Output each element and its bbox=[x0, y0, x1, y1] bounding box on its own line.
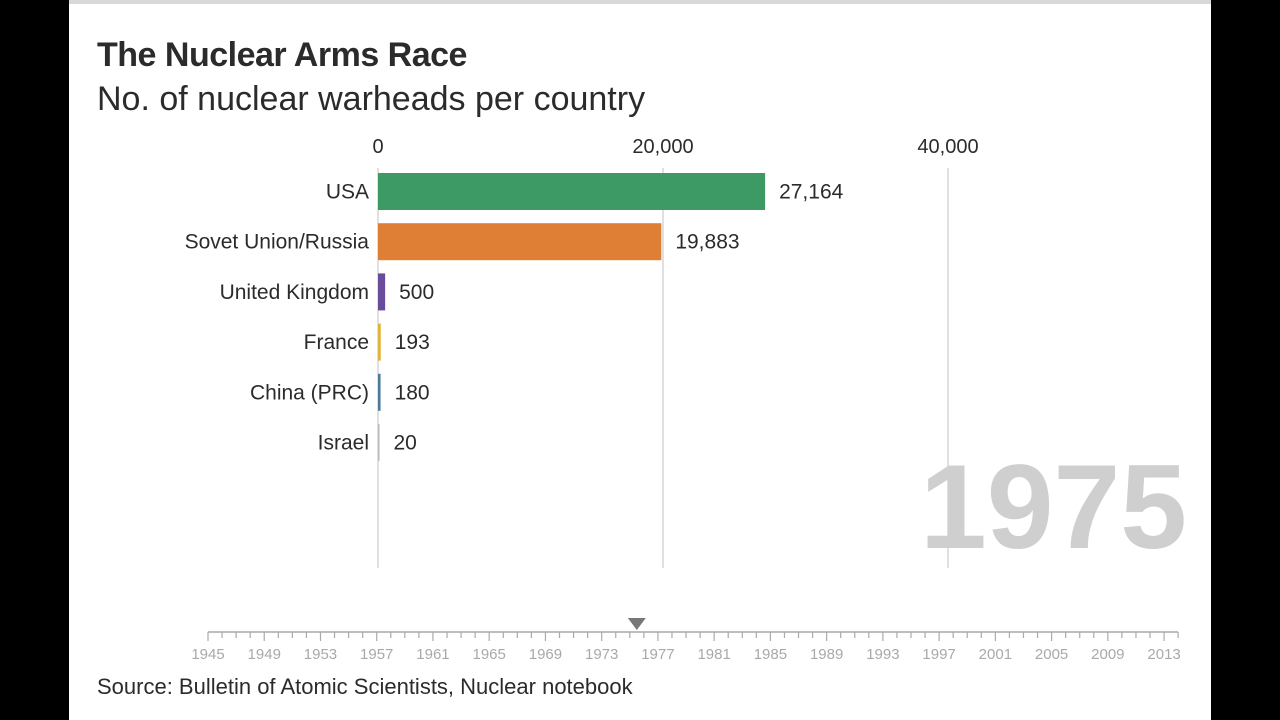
category-label: Israel bbox=[318, 432, 369, 455]
chart-title: The Nuclear Arms Race bbox=[97, 36, 467, 74]
category-label: Sovet Union/Russia bbox=[185, 231, 370, 254]
category-label: China (PRC) bbox=[250, 381, 369, 404]
timeline-year-label: 1961 bbox=[416, 646, 449, 663]
timeline-year-label: 1993 bbox=[866, 646, 899, 663]
category-label: United Kingdom bbox=[220, 281, 369, 304]
timeline-year-label: 1965 bbox=[473, 646, 506, 663]
timeline-year-label: 1985 bbox=[754, 646, 787, 663]
bar bbox=[378, 223, 662, 261]
timeline-year-label: 2005 bbox=[1035, 646, 1068, 663]
year-watermark: 1975 bbox=[920, 440, 1187, 574]
timeline-year-label: 2013 bbox=[1147, 646, 1180, 663]
timeline-year-label: 1981 bbox=[697, 646, 730, 663]
x-tick-label: 20,000 bbox=[632, 136, 693, 158]
source-note: Source: Bulletin of Atomic Scientists, N… bbox=[97, 674, 633, 699]
bar bbox=[378, 424, 380, 461]
timeline-year-label: 1969 bbox=[529, 646, 562, 663]
bar bbox=[378, 173, 766, 210]
timeline-year-label: 2001 bbox=[979, 646, 1012, 663]
value-label: 500 bbox=[399, 281, 434, 304]
value-label: 180 bbox=[395, 381, 430, 404]
chart-panel: The Nuclear Arms Race No. of nuclear war… bbox=[69, 0, 1211, 720]
timeline-year-label: 1949 bbox=[248, 646, 281, 663]
timeline-year-label: 1953 bbox=[304, 646, 337, 663]
bar bbox=[378, 323, 381, 361]
bar bbox=[378, 373, 381, 411]
category-label: France bbox=[304, 331, 369, 354]
timeline-marker-icon[interactable] bbox=[627, 618, 646, 630]
chart-subtitle: No. of nuclear warheads per country bbox=[97, 80, 646, 118]
x-tick-label: 40,000 bbox=[917, 136, 978, 158]
timeline-year-label: 1945 bbox=[191, 646, 224, 663]
bar bbox=[378, 273, 386, 311]
timeline-year-label: 1989 bbox=[810, 646, 843, 663]
timeline-year-label: 1977 bbox=[641, 646, 674, 663]
value-label: 193 bbox=[395, 331, 430, 354]
x-tick-label: 0 bbox=[372, 136, 383, 158]
bar-chart: 0 20,000 40,000 1975 USA 27,164 Sovet Union/Ru… bbox=[185, 136, 1187, 663]
value-label: 27,164 bbox=[779, 181, 844, 204]
timeline-year-label: 1957 bbox=[360, 646, 393, 663]
timeline-year-label: 1973 bbox=[585, 646, 618, 663]
category-label: USA bbox=[326, 181, 369, 204]
top-divider bbox=[69, 0, 1211, 4]
timeline-year-label: 1997 bbox=[922, 646, 955, 663]
value-label: 20 bbox=[394, 432, 417, 455]
value-label: 19,883 bbox=[675, 231, 739, 254]
timeline-year-label: 2009 bbox=[1091, 646, 1124, 663]
